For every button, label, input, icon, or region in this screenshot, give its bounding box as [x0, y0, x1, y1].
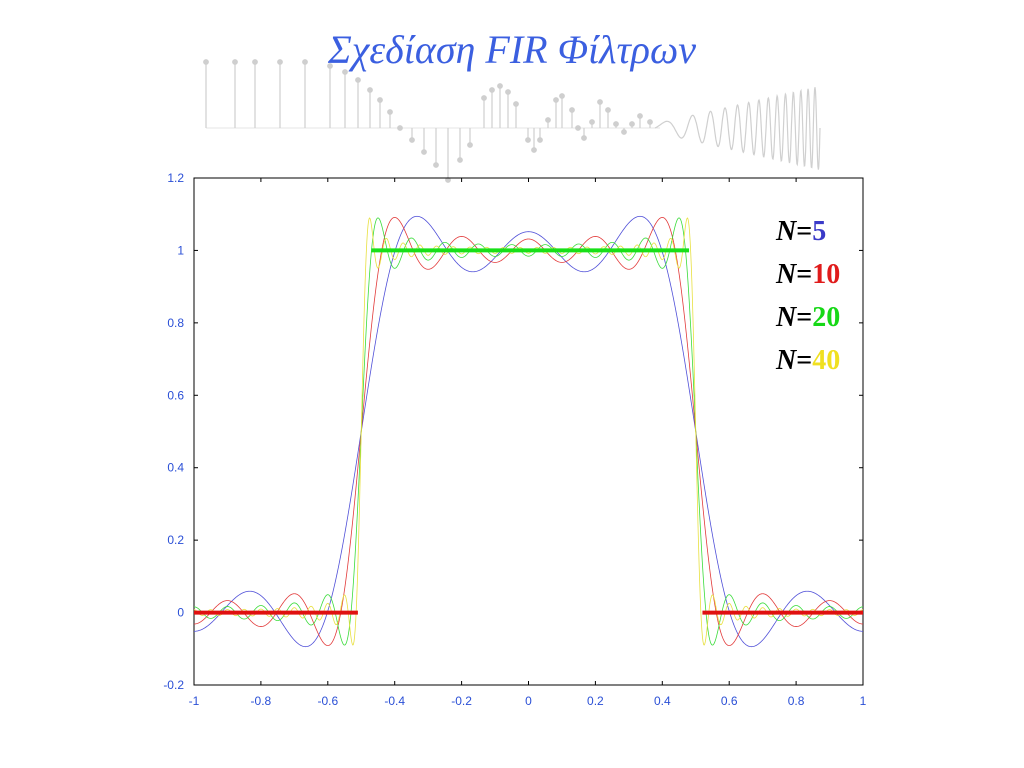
- legend-item-n20: N=20: [776, 302, 841, 333]
- legend-item-n10: N=10: [776, 259, 841, 290]
- x-tick-label: -1: [189, 694, 200, 708]
- stem-marker: [433, 162, 439, 168]
- x-tick-label: 0.4: [654, 694, 671, 708]
- x-tick-label: 1: [860, 694, 867, 708]
- y-tick-label: 0.4: [167, 461, 184, 475]
- y-tick-label: 0.6: [167, 388, 184, 402]
- stem-marker: [397, 125, 403, 131]
- stem-marker: [355, 77, 361, 83]
- stem-marker: [553, 97, 559, 103]
- x-tick-label: 0: [525, 694, 532, 708]
- stem-marker: [489, 87, 495, 93]
- stem-marker: [537, 137, 543, 143]
- stem-marker: [531, 147, 537, 153]
- legend: N=5 N=10 N=20 N=40: [776, 210, 840, 382]
- stem-marker: [342, 69, 348, 75]
- stem-marker: [203, 59, 209, 65]
- stem-marker: [252, 59, 258, 65]
- stem-marker: [613, 121, 619, 127]
- decorative-signal-graphic: [203, 59, 821, 183]
- y-tick-label: 0.2: [167, 533, 184, 547]
- slide-title: Σχεδίαση FIR Φίλτρων: [328, 27, 696, 72]
- response-curve-n10: [194, 217, 863, 646]
- y-tick-label: 0.8: [167, 316, 184, 330]
- stem-marker: [637, 113, 643, 119]
- x-tick-label: -0.8: [251, 694, 272, 708]
- legend-value: 40: [812, 345, 841, 376]
- stem-marker: [327, 63, 333, 69]
- x-tick-label: 0.8: [788, 694, 805, 708]
- y-tick-label: 1: [177, 243, 184, 257]
- legend-item-n5: N=5: [776, 216, 827, 247]
- response-curve-n40: [194, 217, 863, 646]
- stem-marker: [421, 149, 427, 155]
- stem-marker: [513, 101, 519, 107]
- stem-marker: [569, 107, 575, 113]
- legend-value: 20: [812, 302, 841, 333]
- y-tick-label: 1.2: [167, 171, 184, 185]
- stem-marker: [232, 59, 238, 65]
- chirp-waveform: [654, 87, 821, 170]
- response-curve-n5: [194, 215, 863, 648]
- stem-marker: [467, 142, 473, 148]
- legend-item-n40: N=40: [776, 345, 841, 376]
- x-tick-label: 0.2: [587, 694, 604, 708]
- stem-marker: [277, 59, 283, 65]
- stem-marker: [302, 59, 308, 65]
- stem-marker: [409, 137, 415, 143]
- stem-marker: [387, 109, 393, 115]
- stem-marker: [367, 87, 373, 93]
- stem-marker: [575, 125, 581, 131]
- x-tick-label: -0.2: [451, 694, 472, 708]
- stem-marker: [589, 119, 595, 125]
- stem-marker: [377, 97, 383, 103]
- stem-marker: [647, 119, 653, 125]
- stem-marker: [629, 121, 635, 127]
- stem-marker: [505, 89, 511, 95]
- stem-marker: [597, 99, 603, 105]
- x-tick-label: -0.6: [317, 694, 338, 708]
- stem-marker: [545, 117, 551, 123]
- response-curve-n20: [194, 217, 863, 646]
- y-tick-label: 0: [177, 606, 184, 620]
- stem-marker: [605, 107, 611, 113]
- plot-frame: [193, 177, 864, 686]
- stem-marker: [581, 135, 587, 141]
- stem-marker: [481, 95, 487, 101]
- legend-value: 5: [812, 216, 827, 247]
- stem-marker: [525, 137, 531, 143]
- legend-value: 10: [812, 259, 841, 290]
- x-tick-label: 0.6: [721, 694, 738, 708]
- stem-marker: [621, 129, 627, 135]
- y-tick-label: -0.2: [163, 678, 184, 692]
- stem-marker: [497, 83, 503, 89]
- x-tick-label: -0.4: [384, 694, 405, 708]
- stem-marker: [559, 93, 565, 99]
- stem-marker: [457, 157, 463, 163]
